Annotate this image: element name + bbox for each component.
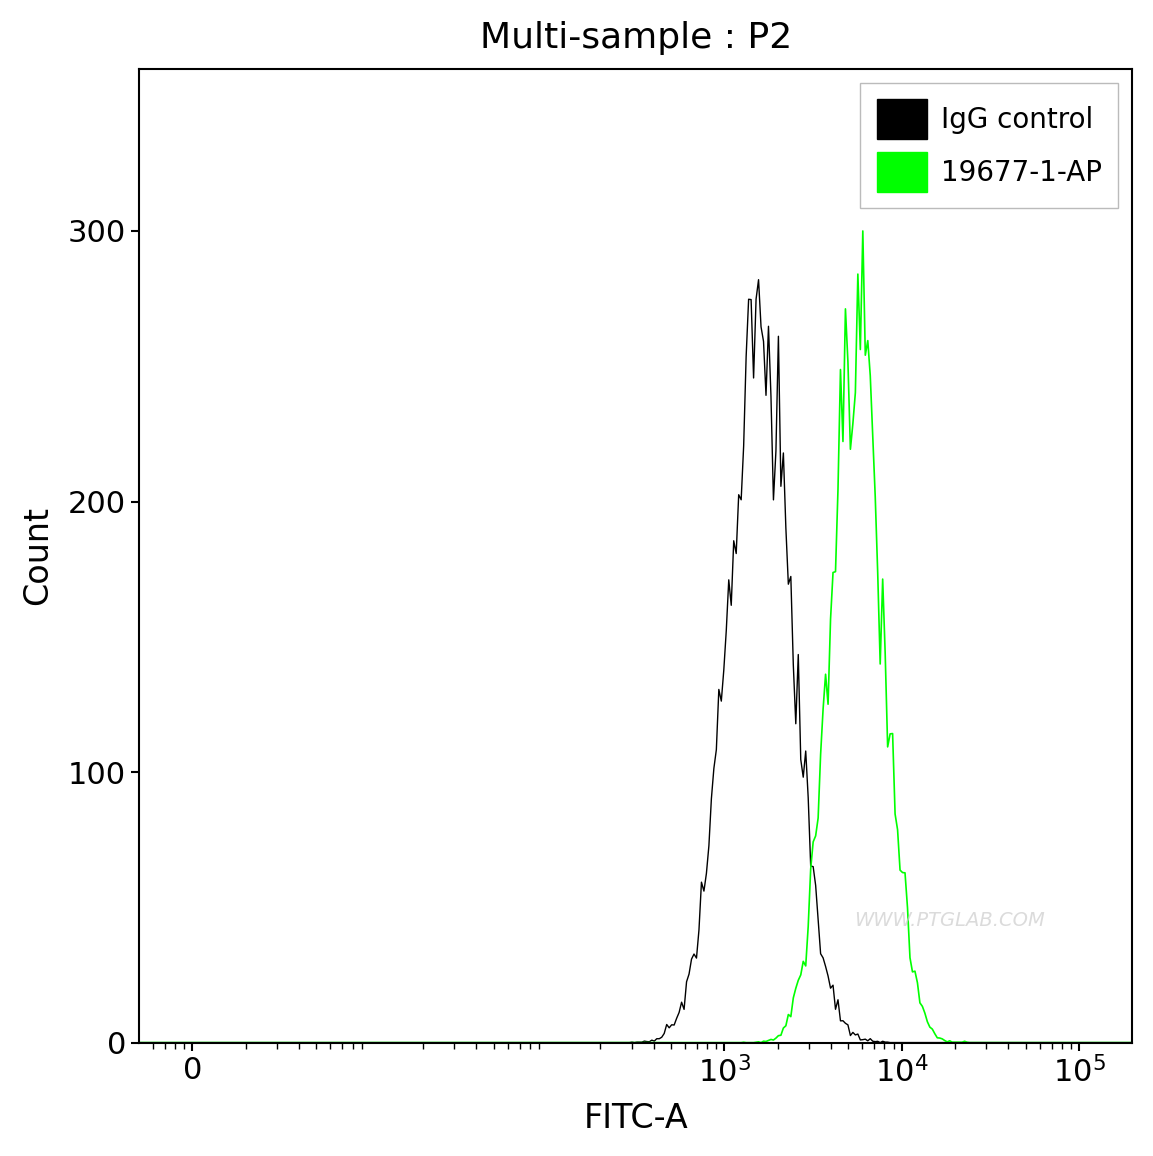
- IgG control: [253, 1036, 266, 1050]
- IgG control: [851, 1027, 865, 1040]
- Y-axis label: Count: Count: [21, 506, 54, 605]
- IgG control: [856, 1032, 869, 1046]
- 19677-1-AP: [134, 1036, 148, 1050]
- Text: WWW.PTGLAB.COM: WWW.PTGLAB.COM: [854, 911, 1045, 929]
- IgG control: [752, 273, 766, 287]
- 19677-1-AP: [1124, 1036, 1138, 1050]
- 19677-1-AP: [756, 1035, 770, 1048]
- Title: Multi-sample : P2: Multi-sample : P2: [480, 21, 792, 54]
- Legend: IgG control, 19677-1-AP: IgG control, 19677-1-AP: [860, 82, 1118, 208]
- Line: 19677-1-AP: 19677-1-AP: [141, 231, 1131, 1043]
- IgG control: [134, 1036, 148, 1050]
- X-axis label: FITC-A: FITC-A: [583, 1102, 688, 1135]
- IgG control: [457, 1036, 470, 1050]
- IgG control: [759, 388, 773, 402]
- 19677-1-AP: [849, 386, 862, 400]
- 19677-1-AP: [856, 224, 869, 238]
- IgG control: [1124, 1036, 1138, 1050]
- 19677-1-AP: [253, 1036, 266, 1050]
- 19677-1-AP: [526, 1036, 540, 1050]
- Line: IgG control: IgG control: [141, 280, 1131, 1043]
- IgG control: [526, 1036, 540, 1050]
- 19677-1-AP: [457, 1036, 470, 1050]
- 19677-1-AP: [853, 342, 867, 356]
